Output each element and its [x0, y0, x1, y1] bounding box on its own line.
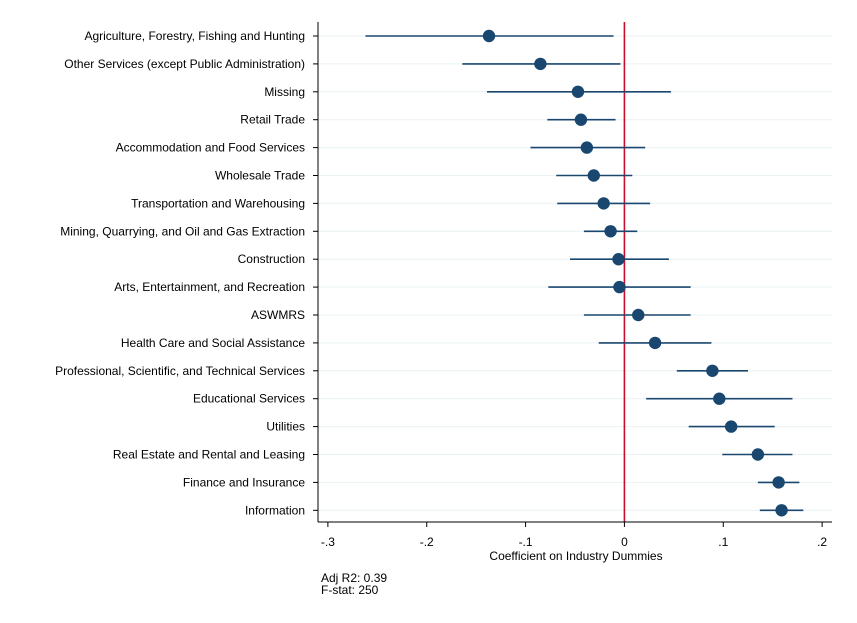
y-tick-label: Finance and Insurance — [183, 475, 305, 489]
y-tick-label: Professional, Scientific, and Technical … — [55, 364, 305, 378]
y-tick-label: Health Care and Social Assistance — [121, 336, 305, 350]
coefficient-point — [632, 308, 645, 322]
x-axis-title: Coefficient on Industry Dummies — [489, 549, 662, 563]
y-tick-label: Other Services (except Public Administra… — [64, 57, 305, 71]
x-tick-label: -.1 — [519, 535, 533, 549]
x-tick-label: -.3 — [321, 535, 335, 549]
coefficient-point — [534, 57, 547, 71]
coefficient-point — [713, 392, 726, 405]
x-tick-label: .1 — [718, 535, 728, 549]
coefficient-point — [706, 364, 719, 377]
coefficient-point — [613, 280, 626, 294]
coefficient-point — [587, 169, 600, 182]
x-tick-label: 0 — [621, 535, 628, 549]
y-tick-label: Agriculture, Forestry, Fishing and Hunti… — [84, 29, 305, 43]
plot-background — [318, 22, 832, 522]
y-axis-ticks: Agriculture, Forestry, Fishing and Hunti… — [55, 29, 318, 517]
coefficient-point — [604, 225, 617, 238]
y-tick-label: Educational Services — [193, 392, 305, 406]
x-tick-label: -.2 — [420, 535, 434, 549]
coefficient-point — [751, 448, 765, 461]
coefficient-point — [580, 141, 594, 154]
y-tick-label: Wholesale Trade — [215, 169, 305, 183]
y-tick-label: Construction — [238, 252, 305, 266]
coefficient-point — [775, 504, 788, 517]
coefficient-point — [648, 336, 662, 350]
coefficient-point — [571, 85, 585, 99]
coefficient-point — [724, 420, 738, 433]
coefficient-point — [772, 476, 785, 489]
y-tick-label: Retail Trade — [240, 113, 305, 127]
y-tick-label: Arts, Entertainment, and Recreation — [114, 280, 305, 294]
y-tick-label: Information — [245, 503, 305, 517]
coefficient-point — [574, 113, 588, 126]
x-tick-label: .2 — [817, 535, 827, 549]
adj-r2-note: Adj R2: 0.39 — [321, 571, 388, 585]
y-tick-label: Mining, Quarrying, and Oil and Gas Extra… — [60, 224, 305, 238]
y-tick-label: Accommodation and Food Services — [116, 141, 305, 155]
y-tick-label: Real Estate and Rental and Leasing — [113, 448, 305, 462]
x-axis-ticks: -.3 -.2 -.1 0 .1 .2 — [321, 522, 827, 549]
f-stat-note: F-stat: 250 — [321, 583, 379, 597]
y-tick-label: Transportation and Warehousing — [131, 196, 305, 210]
y-tick-label: Missing — [264, 85, 305, 99]
coefficient-point — [612, 253, 625, 266]
coefficient-points — [482, 29, 788, 517]
y-tick-label: ASWMRS — [251, 308, 305, 322]
coefficient-point — [597, 197, 610, 210]
coefficient-point — [482, 29, 496, 43]
y-tick-label: Utilities — [266, 420, 305, 434]
